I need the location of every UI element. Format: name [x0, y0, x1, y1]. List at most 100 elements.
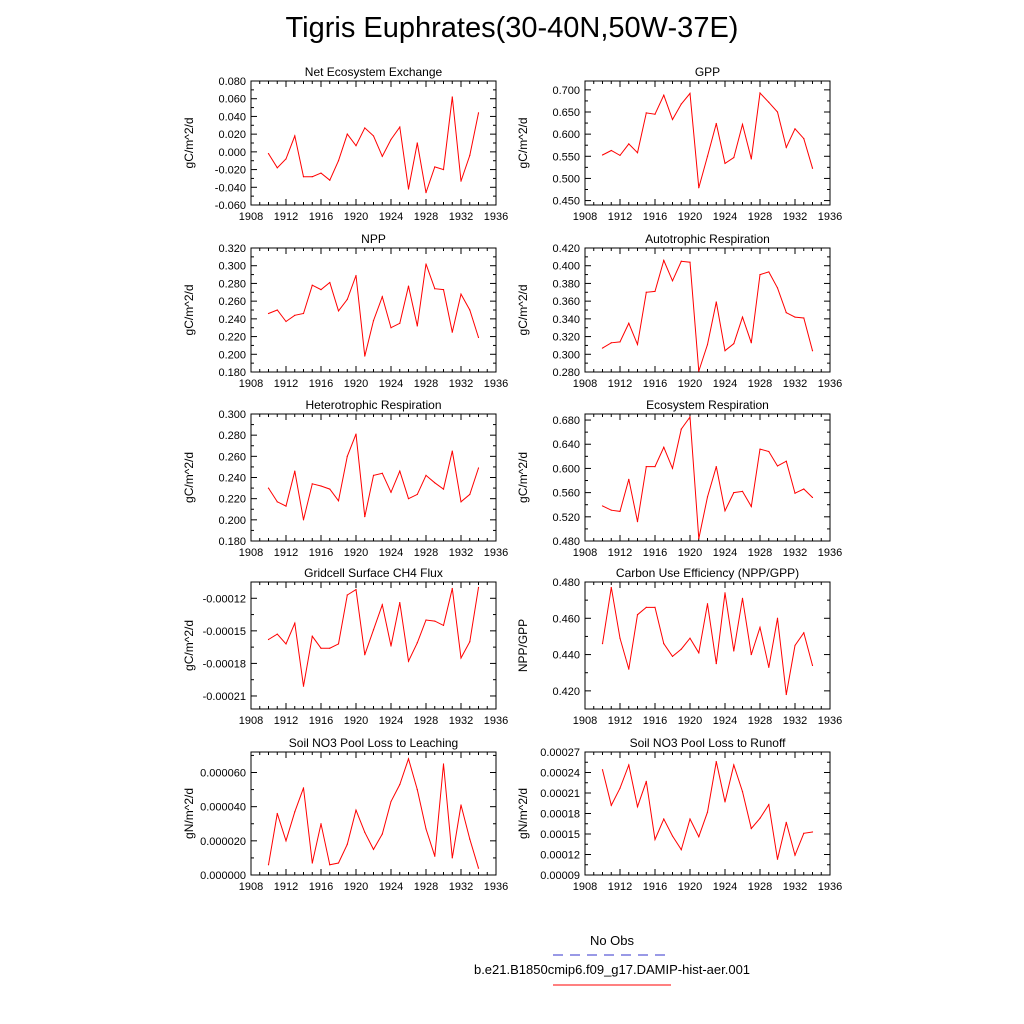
x-tick-label: 1912: [274, 881, 298, 893]
data-point: [355, 588, 357, 591]
y-tick-label: 0.320: [218, 243, 246, 255]
data-point: [346, 594, 348, 596]
data-point: [390, 138, 392, 141]
data-point: [724, 801, 726, 803]
x-tick-label: 1912: [608, 715, 632, 727]
y-tick-label: 0.480: [552, 536, 580, 548]
data-point: [372, 320, 375, 322]
data-point: [329, 488, 331, 490]
legend-obs-label: No Obs: [590, 933, 635, 948]
plot-frame: [584, 247, 831, 373]
y-tick-label: 0.600: [552, 463, 580, 475]
x-tick-label: 1936: [818, 547, 842, 559]
x-tick-label: 1908: [239, 881, 263, 893]
data-point: [416, 788, 418, 791]
data-point: [434, 855, 436, 857]
x-tick-label: 1912: [608, 211, 632, 223]
data-point: [311, 483, 313, 485]
data-point: [294, 811, 296, 813]
data-point: [811, 167, 814, 169]
data-point: [302, 176, 305, 178]
x-tick-label: 1916: [309, 881, 333, 893]
data-point: [671, 280, 674, 282]
data-point: [654, 290, 656, 292]
x-tick-label: 1932: [449, 715, 473, 727]
data-point: [372, 848, 375, 850]
data-point: [706, 496, 709, 498]
data-point: [285, 840, 287, 842]
data-point: [776, 858, 779, 860]
data-point: [399, 126, 401, 128]
y-tick-label: 0.300: [552, 349, 580, 361]
x-tick-label: 1916: [309, 378, 333, 390]
data-point: [407, 188, 410, 190]
data-point: [267, 487, 270, 489]
data-point: [671, 655, 674, 657]
x-tick-label: 1908: [573, 211, 597, 223]
data-point: [294, 314, 296, 316]
data-point: [311, 635, 313, 637]
data-point: [741, 123, 744, 125]
y-tick-label: 0.600: [552, 129, 580, 141]
chart-title: Gridcell Surface CH4 Flux: [304, 566, 443, 580]
y-tick-label: -0.00018: [203, 658, 246, 670]
x-tick-label: 1912: [274, 211, 298, 223]
data-point: [619, 510, 621, 512]
y-axis-label: gC/m^2/d: [516, 452, 530, 503]
y-tick-label: -0.00015: [203, 626, 246, 638]
y-tick-label: 0.220: [218, 332, 246, 344]
data-point: [346, 843, 348, 845]
data-point: [680, 428, 682, 430]
data-point: [390, 800, 392, 803]
data-point: [741, 791, 744, 793]
data-point: [442, 168, 445, 171]
y-tick-label: 0.340: [552, 314, 580, 326]
data-point: [425, 619, 427, 621]
data-point: [416, 493, 418, 496]
x-tick-label: 1908: [573, 715, 597, 727]
data-point: [372, 629, 375, 631]
data-point: [698, 652, 700, 654]
data-point: [451, 96, 453, 98]
data-point: [628, 143, 630, 145]
data-point: [680, 260, 682, 262]
data-point: [294, 135, 296, 137]
data-point: [706, 603, 709, 605]
data-point: [654, 838, 656, 841]
data-point: [601, 347, 604, 349]
data-point: [759, 448, 761, 450]
data-point: [610, 149, 612, 152]
data-point: [733, 650, 735, 652]
data-point: [381, 604, 383, 606]
data-point: [610, 804, 612, 806]
data-point: [794, 492, 796, 494]
y-tick-label: 0.220: [218, 494, 246, 506]
data-point: [267, 312, 270, 315]
data-point: [750, 342, 752, 344]
data-point: [698, 370, 700, 372]
data-point: [645, 112, 647, 114]
data-point: [803, 488, 805, 490]
data-point: [741, 316, 744, 318]
data-point: [469, 154, 471, 156]
y-tick-label: 0.020: [218, 129, 246, 141]
y-tick-label: -0.020: [215, 165, 246, 177]
y-tick-label: 0.000060: [200, 768, 246, 780]
data-point: [645, 606, 647, 609]
y-axis-label: gC/m^2/d: [182, 118, 196, 169]
data-point: [601, 505, 604, 507]
data-point: [811, 831, 814, 833]
data-point: [636, 152, 639, 154]
x-tick-label: 1916: [309, 715, 333, 727]
y-tick-label: 0.500: [552, 173, 580, 185]
x-tick-label: 1920: [344, 881, 368, 893]
x-tick-label: 1920: [344, 547, 368, 559]
x-tick-label: 1920: [678, 547, 702, 559]
x-tick-label: 1936: [484, 715, 508, 727]
data-point: [715, 760, 717, 763]
data-point: [425, 263, 427, 265]
x-tick-label: 1916: [309, 211, 333, 223]
data-point: [715, 663, 717, 665]
data-point: [794, 128, 796, 130]
data-point: [320, 485, 322, 487]
